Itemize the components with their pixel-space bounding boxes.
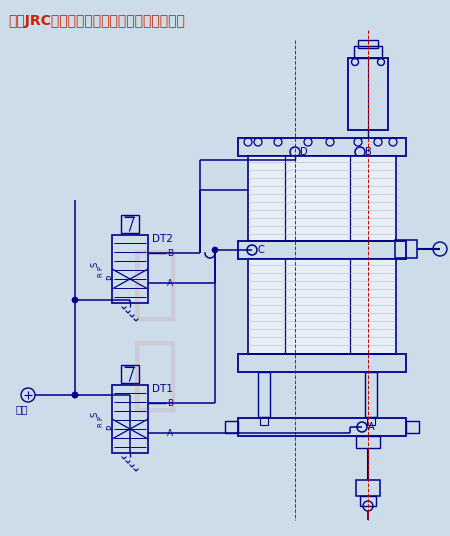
Bar — [360, 496, 376, 506]
Bar — [238, 418, 406, 436]
Text: B: B — [365, 147, 372, 157]
Text: 气源: 气源 — [16, 404, 28, 414]
Text: R P: R P — [98, 415, 104, 427]
Bar — [112, 235, 148, 303]
Bar — [395, 240, 417, 258]
Bar — [121, 215, 139, 233]
Text: C: C — [258, 245, 265, 255]
Text: B: B — [167, 249, 173, 257]
Text: 玖
容: 玖 容 — [131, 246, 179, 414]
Circle shape — [72, 392, 78, 398]
Text: R P: R P — [98, 265, 104, 277]
Bar — [358, 40, 378, 48]
Circle shape — [72, 297, 78, 303]
Circle shape — [72, 392, 78, 398]
Bar — [367, 417, 375, 425]
Text: D: D — [300, 147, 308, 157]
Text: B: B — [167, 398, 173, 407]
Bar — [260, 417, 268, 425]
Circle shape — [212, 247, 218, 253]
Text: DT2: DT2 — [152, 234, 173, 244]
Text: A: A — [167, 279, 173, 287]
Text: S: S — [90, 411, 99, 416]
Bar — [248, 156, 396, 241]
Bar — [112, 385, 148, 453]
Text: P: P — [106, 274, 115, 280]
Bar — [348, 58, 388, 130]
Bar — [258, 372, 270, 417]
Bar — [354, 46, 382, 58]
Bar — [225, 421, 238, 433]
Text: A: A — [368, 422, 374, 432]
Bar — [238, 241, 406, 259]
Bar — [356, 480, 380, 496]
Text: P: P — [106, 425, 115, 429]
Bar — [406, 421, 419, 433]
Bar — [121, 365, 139, 383]
Text: S: S — [90, 262, 99, 266]
Text: A: A — [167, 428, 173, 437]
Text: DT1: DT1 — [152, 384, 173, 394]
Bar — [238, 354, 406, 372]
Bar — [238, 138, 406, 156]
Bar — [365, 372, 377, 417]
Bar — [356, 436, 380, 448]
Bar — [248, 259, 396, 354]
Text: 玖容JRC总行程可调型气液增压缸气路连接图: 玖容JRC总行程可调型气液增压缸气路连接图 — [8, 14, 185, 28]
